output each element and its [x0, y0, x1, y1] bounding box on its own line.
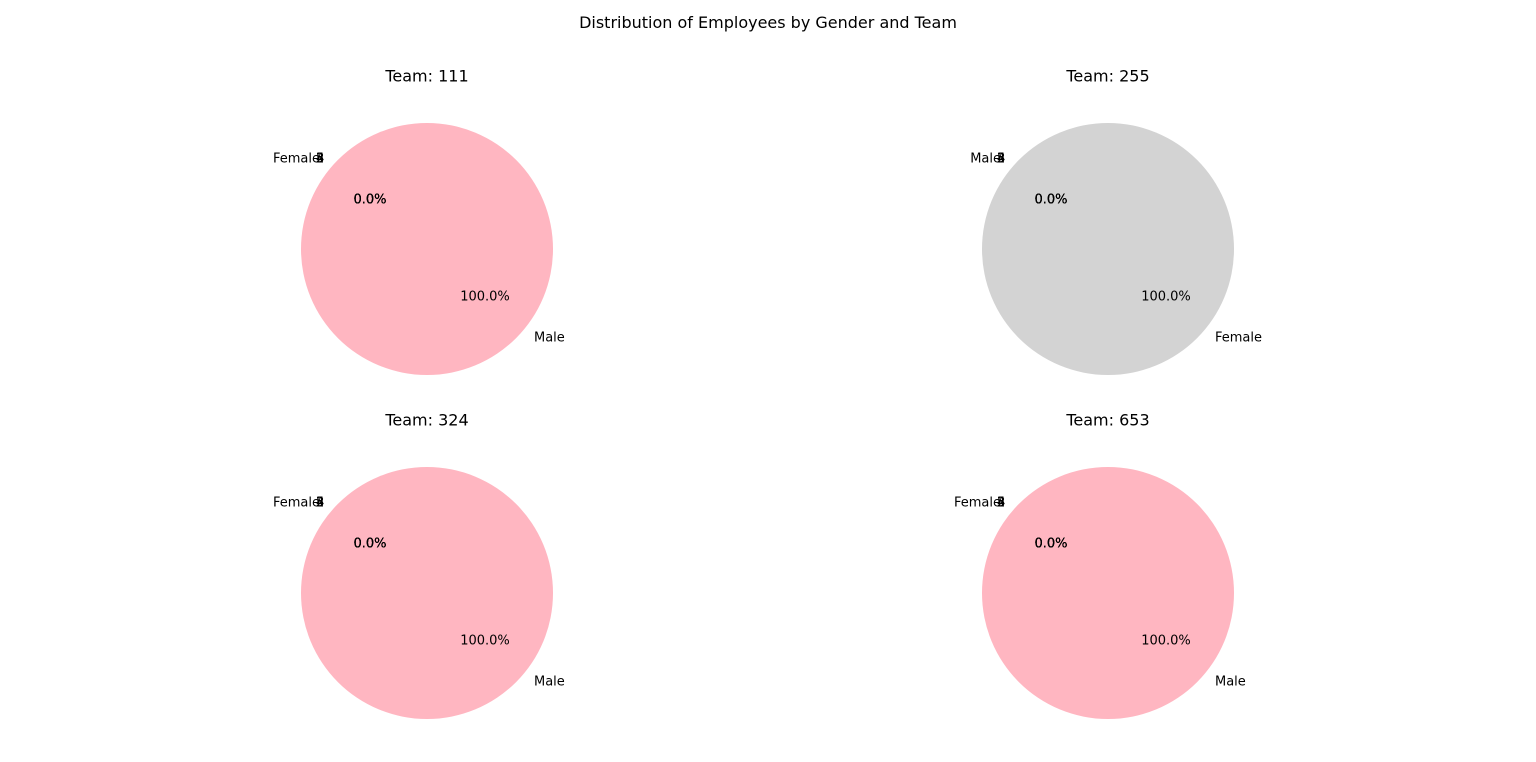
- pie-title: Team: 653: [1065, 411, 1149, 430]
- zero-pct-label: 0.0%: [1034, 537, 1067, 552]
- zero-slice-label: Female: [954, 496, 1001, 511]
- pie-panels: Team: 111 Male 100.0% Female 0.0% 0.0% 0.0% 0.0…: [273, 67, 1262, 719]
- zero-pct-label: 0.0%: [353, 193, 386, 208]
- pie-pct-label: 100.0%: [460, 290, 510, 305]
- zero-pct-label: 0.0%: [1034, 193, 1067, 208]
- figure-title: Distribution of Employees by Gender and …: [579, 13, 957, 32]
- zero-slice-label: 5: [316, 152, 324, 167]
- pie-chart: Team: 653Male100.0%Female0.0%0.0%0.0%0.0…: [954, 411, 1246, 719]
- pie-chart: Team: 255Female100.0%Male0.0%0.0%0.0%0.0…: [970, 67, 1262, 375]
- zero-pct-label: 0.0%: [1034, 193, 1067, 208]
- zero-pct-label: 0.0%: [353, 193, 386, 208]
- zero-pct-label: 0.0%: [1034, 193, 1067, 208]
- pie-slice: [982, 123, 1234, 375]
- zero-slice-label: 4: [997, 496, 1005, 511]
- zero-slice-label: 5: [997, 152, 1005, 167]
- zero-pct-label: 0.0%: [353, 537, 386, 552]
- zero-slice-label: 2: [316, 496, 324, 511]
- pie-pct-label: 100.0%: [1141, 634, 1191, 649]
- pie-slice-label: Female: [1215, 331, 1262, 346]
- pie-pct-label: 100.0%: [1141, 290, 1191, 305]
- pie-title: Team: 111: [384, 67, 468, 86]
- zero-pct-label: 0.0%: [353, 537, 386, 552]
- zero-slice-label: 2: [997, 152, 1005, 167]
- zero-slice-label: 3: [997, 152, 1005, 167]
- zero-slice-label: 3: [997, 496, 1005, 511]
- pie-slice: [301, 467, 553, 719]
- zero-slice-label: 5: [997, 496, 1005, 511]
- pie-slice: [982, 467, 1234, 719]
- zero-slice-label: 3: [316, 152, 324, 167]
- zero-pct-label: 0.0%: [1034, 537, 1067, 552]
- pie-chart: Team: 324Male100.0%Female0.0%0.0%0.0%0.0…: [273, 411, 565, 719]
- zero-pct-label: 0.0%: [353, 193, 386, 208]
- zero-pct-label: 0.0%: [1034, 537, 1067, 552]
- zero-pct-label: 0.0%: [353, 537, 386, 552]
- pie-slice-label: Male: [1215, 675, 1246, 690]
- zero-slice-label: Male: [970, 152, 1001, 167]
- pie-slice-label: Male: [534, 675, 565, 690]
- zero-pct-label: 0.0%: [353, 537, 386, 552]
- zero-pct-label: 0.0%: [353, 193, 386, 208]
- pie-pct-label: 100.0%: [460, 634, 510, 649]
- pie-slice-label: Male: [534, 331, 565, 346]
- pie-title: Team: 324: [384, 411, 468, 430]
- pie-chart: Team: 111Male100.0%Female0.0%0.0%0.0%0.0…: [273, 67, 565, 375]
- pie-slice: [301, 123, 553, 375]
- zero-slice-label: 2: [316, 152, 324, 167]
- zero-slice-label: Female: [273, 152, 320, 167]
- zero-slice-label: 3: [316, 496, 324, 511]
- zero-slice-label: 4: [316, 496, 324, 511]
- zero-slice-label: 4: [997, 152, 1005, 167]
- zero-pct-label: 0.0%: [1034, 537, 1067, 552]
- zero-slice-label: 2: [997, 496, 1005, 511]
- zero-slice-label: 5: [316, 496, 324, 511]
- pie-title: Team: 255: [1065, 67, 1149, 86]
- zero-pct-label: 0.0%: [1034, 193, 1067, 208]
- zero-slice-label: Female: [273, 496, 320, 511]
- zero-slice-label: 4: [316, 152, 324, 167]
